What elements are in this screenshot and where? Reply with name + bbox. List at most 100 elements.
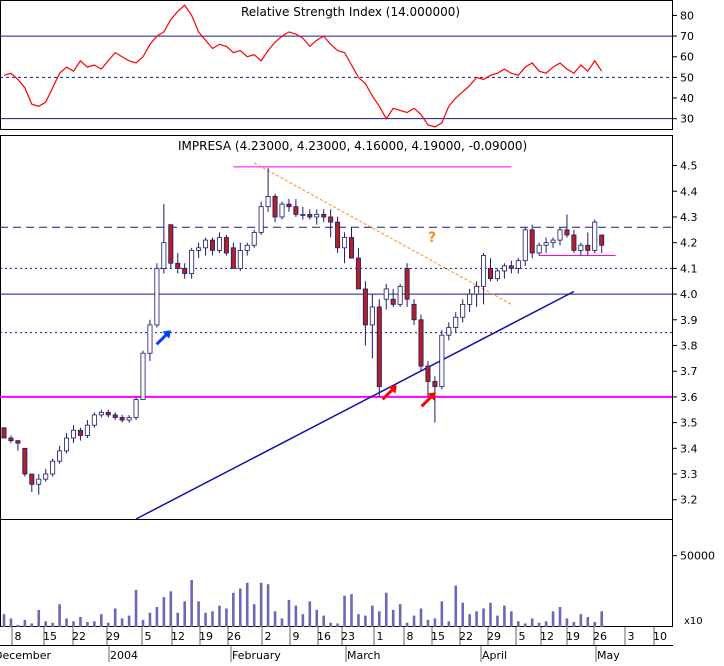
volume-bar (72, 621, 75, 627)
volume-bar (600, 611, 603, 627)
candle (237, 242, 243, 271)
volume-bar (405, 622, 409, 627)
volume-bar (357, 614, 360, 627)
candle-body (133, 399, 139, 418)
volume-bar (510, 611, 513, 627)
date-tick-label: 12 (171, 630, 185, 643)
candle (453, 312, 459, 333)
rsi-panel-frame (0, 0, 673, 130)
volume-bar (503, 605, 506, 627)
candle (508, 260, 514, 274)
candle-body (432, 381, 438, 388)
volume-bar (169, 591, 173, 627)
date-tick-label: 8 (15, 630, 22, 643)
volume-bar (65, 618, 68, 627)
candle-body (8, 437, 14, 442)
volume-bar (537, 622, 541, 627)
volume-bar (308, 601, 312, 627)
price-tick-label: 3.2 (680, 494, 698, 507)
price-tick-label: 4.0 (680, 288, 698, 301)
candle (501, 263, 507, 279)
price-tick-label: 3.9 (680, 314, 698, 327)
candle (36, 474, 42, 495)
date-tick-label: 22 (72, 630, 86, 643)
candle-body (168, 224, 174, 264)
axis-layer: 81522295121926291623181522295121926310De… (0, 627, 667, 662)
rsi-tick-label: 40 (680, 92, 694, 105)
rsi-tick-label: 50 (680, 71, 694, 84)
rsi-panel-title: Relative Strength Index (14.000000) (241, 5, 460, 19)
volume-bar (148, 612, 152, 627)
candle (43, 468, 49, 482)
candle (515, 258, 521, 274)
candle (258, 201, 264, 235)
volume-bar (239, 588, 242, 627)
candle-body (543, 242, 549, 246)
date-tick-label: 15 (431, 630, 445, 643)
volume-bar (579, 614, 583, 627)
candle (578, 242, 584, 256)
candle (397, 283, 403, 307)
candle (223, 234, 229, 256)
candle (1, 427, 7, 439)
volume-bar (371, 605, 374, 627)
volume-bar (593, 622, 597, 627)
candle (300, 206, 306, 220)
date-tick-label: 8 (407, 630, 414, 643)
price-tick-label: 4.5 (680, 160, 698, 173)
candle-body (550, 239, 556, 244)
candle (133, 396, 139, 421)
volume-bar (2, 614, 6, 627)
volume-bar (517, 621, 520, 627)
candle (126, 414, 132, 423)
candle (140, 350, 146, 400)
volume-bar (218, 605, 221, 627)
volume-bar (433, 618, 437, 627)
volume-bar (280, 618, 284, 627)
candle-body (203, 239, 209, 249)
candle-body (77, 429, 83, 436)
candle (390, 288, 396, 307)
candle (98, 409, 104, 418)
date-tick-label: 3 (628, 630, 635, 643)
volume-bar (301, 614, 305, 627)
volume-bar (426, 619, 430, 627)
red-up-arrow-icon (420, 392, 436, 408)
candle (161, 204, 167, 274)
candle-body (348, 237, 354, 259)
candle (154, 263, 160, 328)
date-tick-label: 23 (341, 630, 355, 643)
candle-body (175, 262, 181, 269)
candle (564, 214, 570, 238)
price-tick-label: 4.1 (680, 262, 698, 275)
volume-bar (544, 621, 548, 627)
candle-body (196, 247, 202, 251)
month-label: December (0, 649, 52, 662)
candle-body (460, 303, 466, 318)
candle-body (189, 249, 195, 274)
candle-body (397, 285, 403, 305)
volume-bar (475, 611, 478, 627)
candle (550, 237, 556, 248)
candle-body (29, 473, 35, 485)
candle-body (404, 267, 410, 300)
candle-body (119, 417, 125, 421)
candle-body (578, 244, 584, 251)
candle (446, 322, 452, 341)
question-mark-annotation: ? (428, 230, 436, 246)
candle-body (57, 450, 63, 462)
month-label: April (482, 649, 507, 662)
candle (522, 227, 528, 266)
month-label: February (232, 649, 281, 662)
volume-bar (496, 615, 499, 627)
candle-body (1, 427, 7, 439)
candle-body (390, 298, 396, 305)
candle-body (369, 306, 375, 326)
volume-bar (51, 622, 54, 627)
volume-bar (252, 604, 256, 627)
candle-body (251, 231, 257, 246)
date-tick-label: 10 (653, 630, 667, 643)
volume-bar (211, 611, 214, 627)
candle (293, 198, 299, 217)
